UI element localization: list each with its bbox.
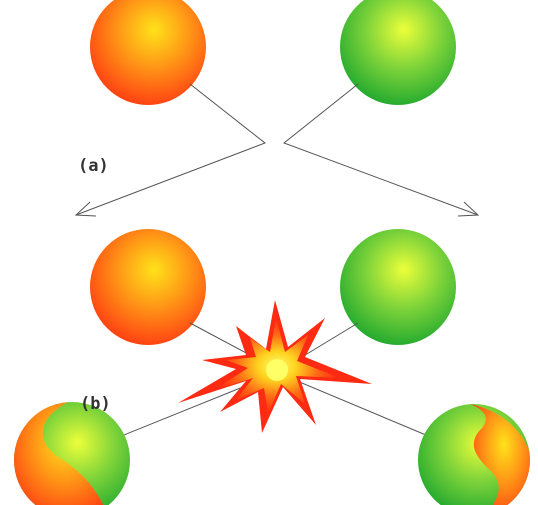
explosion-burst-icon: [178, 300, 372, 433]
panel-label-a: (a): [78, 156, 109, 176]
green-ball-a: [340, 0, 456, 105]
red-ball-a: [90, 0, 206, 105]
green-ball-b: [340, 229, 456, 345]
panel-a: (a): [74, 0, 480, 217]
arrowhead-right-a: [457, 201, 480, 217]
trajectory-red-a: [75, 83, 267, 216]
red-ball-b: [90, 229, 206, 345]
swirl-ball-right: [418, 404, 530, 505]
swirl-ball-left: [14, 402, 130, 505]
panel-label-b: (b): [80, 394, 111, 414]
trajectory-green-a: [282, 83, 479, 216]
arrowhead-left-a: [74, 201, 97, 217]
panel-b: (b): [14, 229, 530, 505]
